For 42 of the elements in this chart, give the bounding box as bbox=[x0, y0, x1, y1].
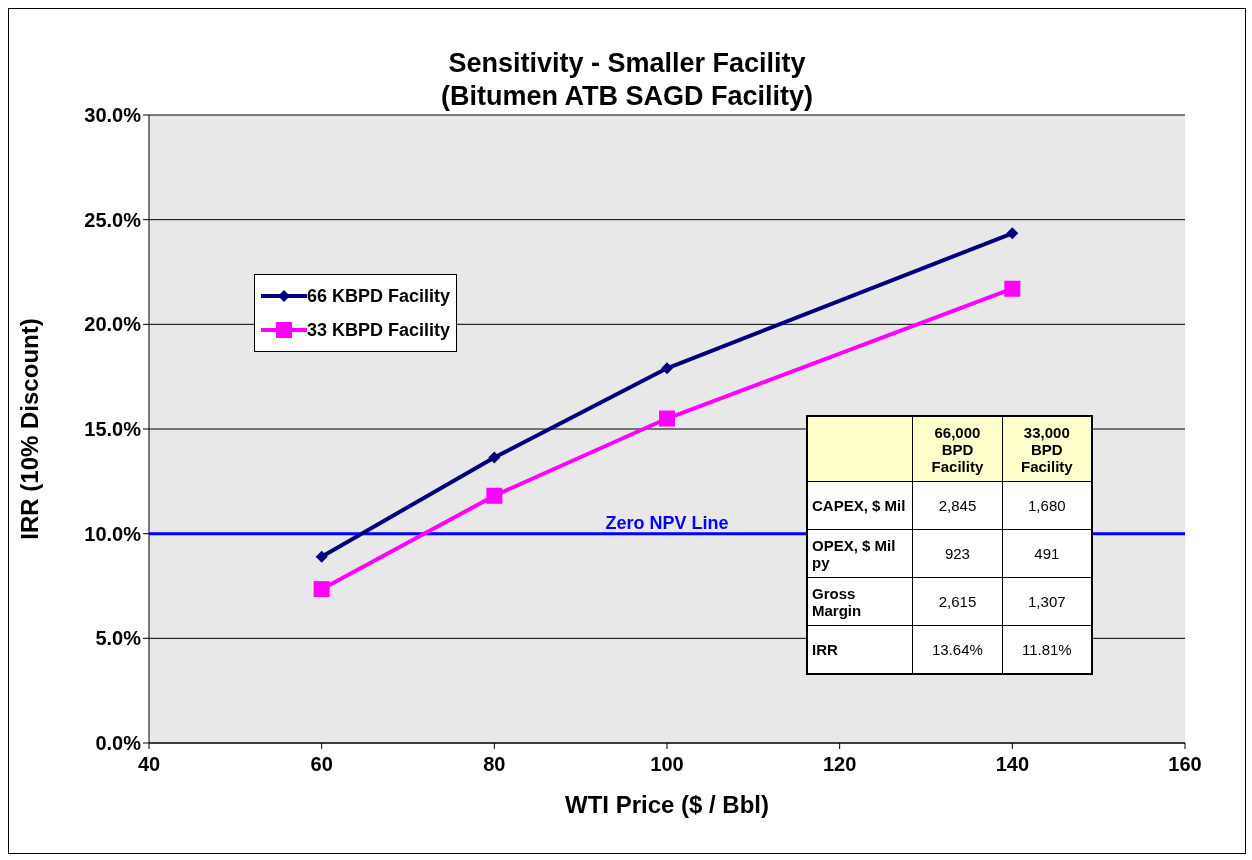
chart-title: Sensitivity - Smaller Facility (Bitumen ATB SAGD Facility) bbox=[440, 48, 813, 111]
legend-label: 66 KBPD Facility bbox=[307, 285, 451, 307]
annotation: Gross Margin bbox=[807, 577, 913, 626]
annotation: 11.81% bbox=[1002, 625, 1092, 674]
x-axis-title: WTI Price ($ / Bbl) bbox=[564, 791, 770, 818]
x-tick-label: 140 bbox=[995, 753, 1030, 776]
annotation: 33,000 BPD Facility bbox=[1002, 416, 1092, 482]
point bbox=[659, 410, 675, 427]
y-tick-label: 0.0% bbox=[95, 732, 142, 755]
x-tick-label: 80 bbox=[483, 753, 506, 776]
y-tick-label: 10.0% bbox=[84, 522, 142, 545]
x-tick-label: 160 bbox=[1168, 753, 1202, 776]
annotation: 13.64% bbox=[912, 625, 1003, 674]
point bbox=[313, 581, 330, 598]
annotation: IRR bbox=[807, 625, 913, 674]
y-tick-label: 25.0% bbox=[84, 208, 142, 231]
y-axis-title: IRR (10% Discount) bbox=[15, 318, 43, 540]
point bbox=[486, 487, 503, 504]
annotation: 491 bbox=[1002, 529, 1092, 578]
annotation: 923 bbox=[912, 529, 1003, 578]
y-tick-label: 15.0% bbox=[84, 418, 142, 441]
annotation: 1,680 bbox=[1002, 481, 1092, 530]
annotation: 1,307 bbox=[1002, 577, 1092, 626]
y-tick-label: 20.0% bbox=[84, 313, 142, 336]
legend-label: 33 KBPD Facility bbox=[307, 319, 451, 341]
y-tick-label: 30.0% bbox=[84, 104, 142, 127]
annotation: CAPEX, $ Mil bbox=[807, 481, 913, 530]
annotation: 2,845 bbox=[912, 481, 1003, 530]
point bbox=[661, 362, 673, 375]
ref-line-label: Zero NPV Line bbox=[605, 512, 729, 533]
point bbox=[1006, 227, 1019, 240]
annotation: 2,615 bbox=[912, 577, 1003, 626]
annotation: OPEX, $ Mil py bbox=[807, 529, 913, 578]
x-tick-label: 60 bbox=[310, 753, 333, 776]
x-tick-label: 120 bbox=[822, 753, 857, 776]
y-tick-label: 5.0% bbox=[95, 627, 142, 650]
point bbox=[488, 451, 501, 464]
point bbox=[315, 550, 328, 563]
x-tick-label: 40 bbox=[137, 753, 161, 776]
point bbox=[1004, 280, 1021, 297]
annotation: 66,000 BPD Facility bbox=[912, 416, 1003, 482]
x-tick-label: 100 bbox=[650, 753, 684, 776]
